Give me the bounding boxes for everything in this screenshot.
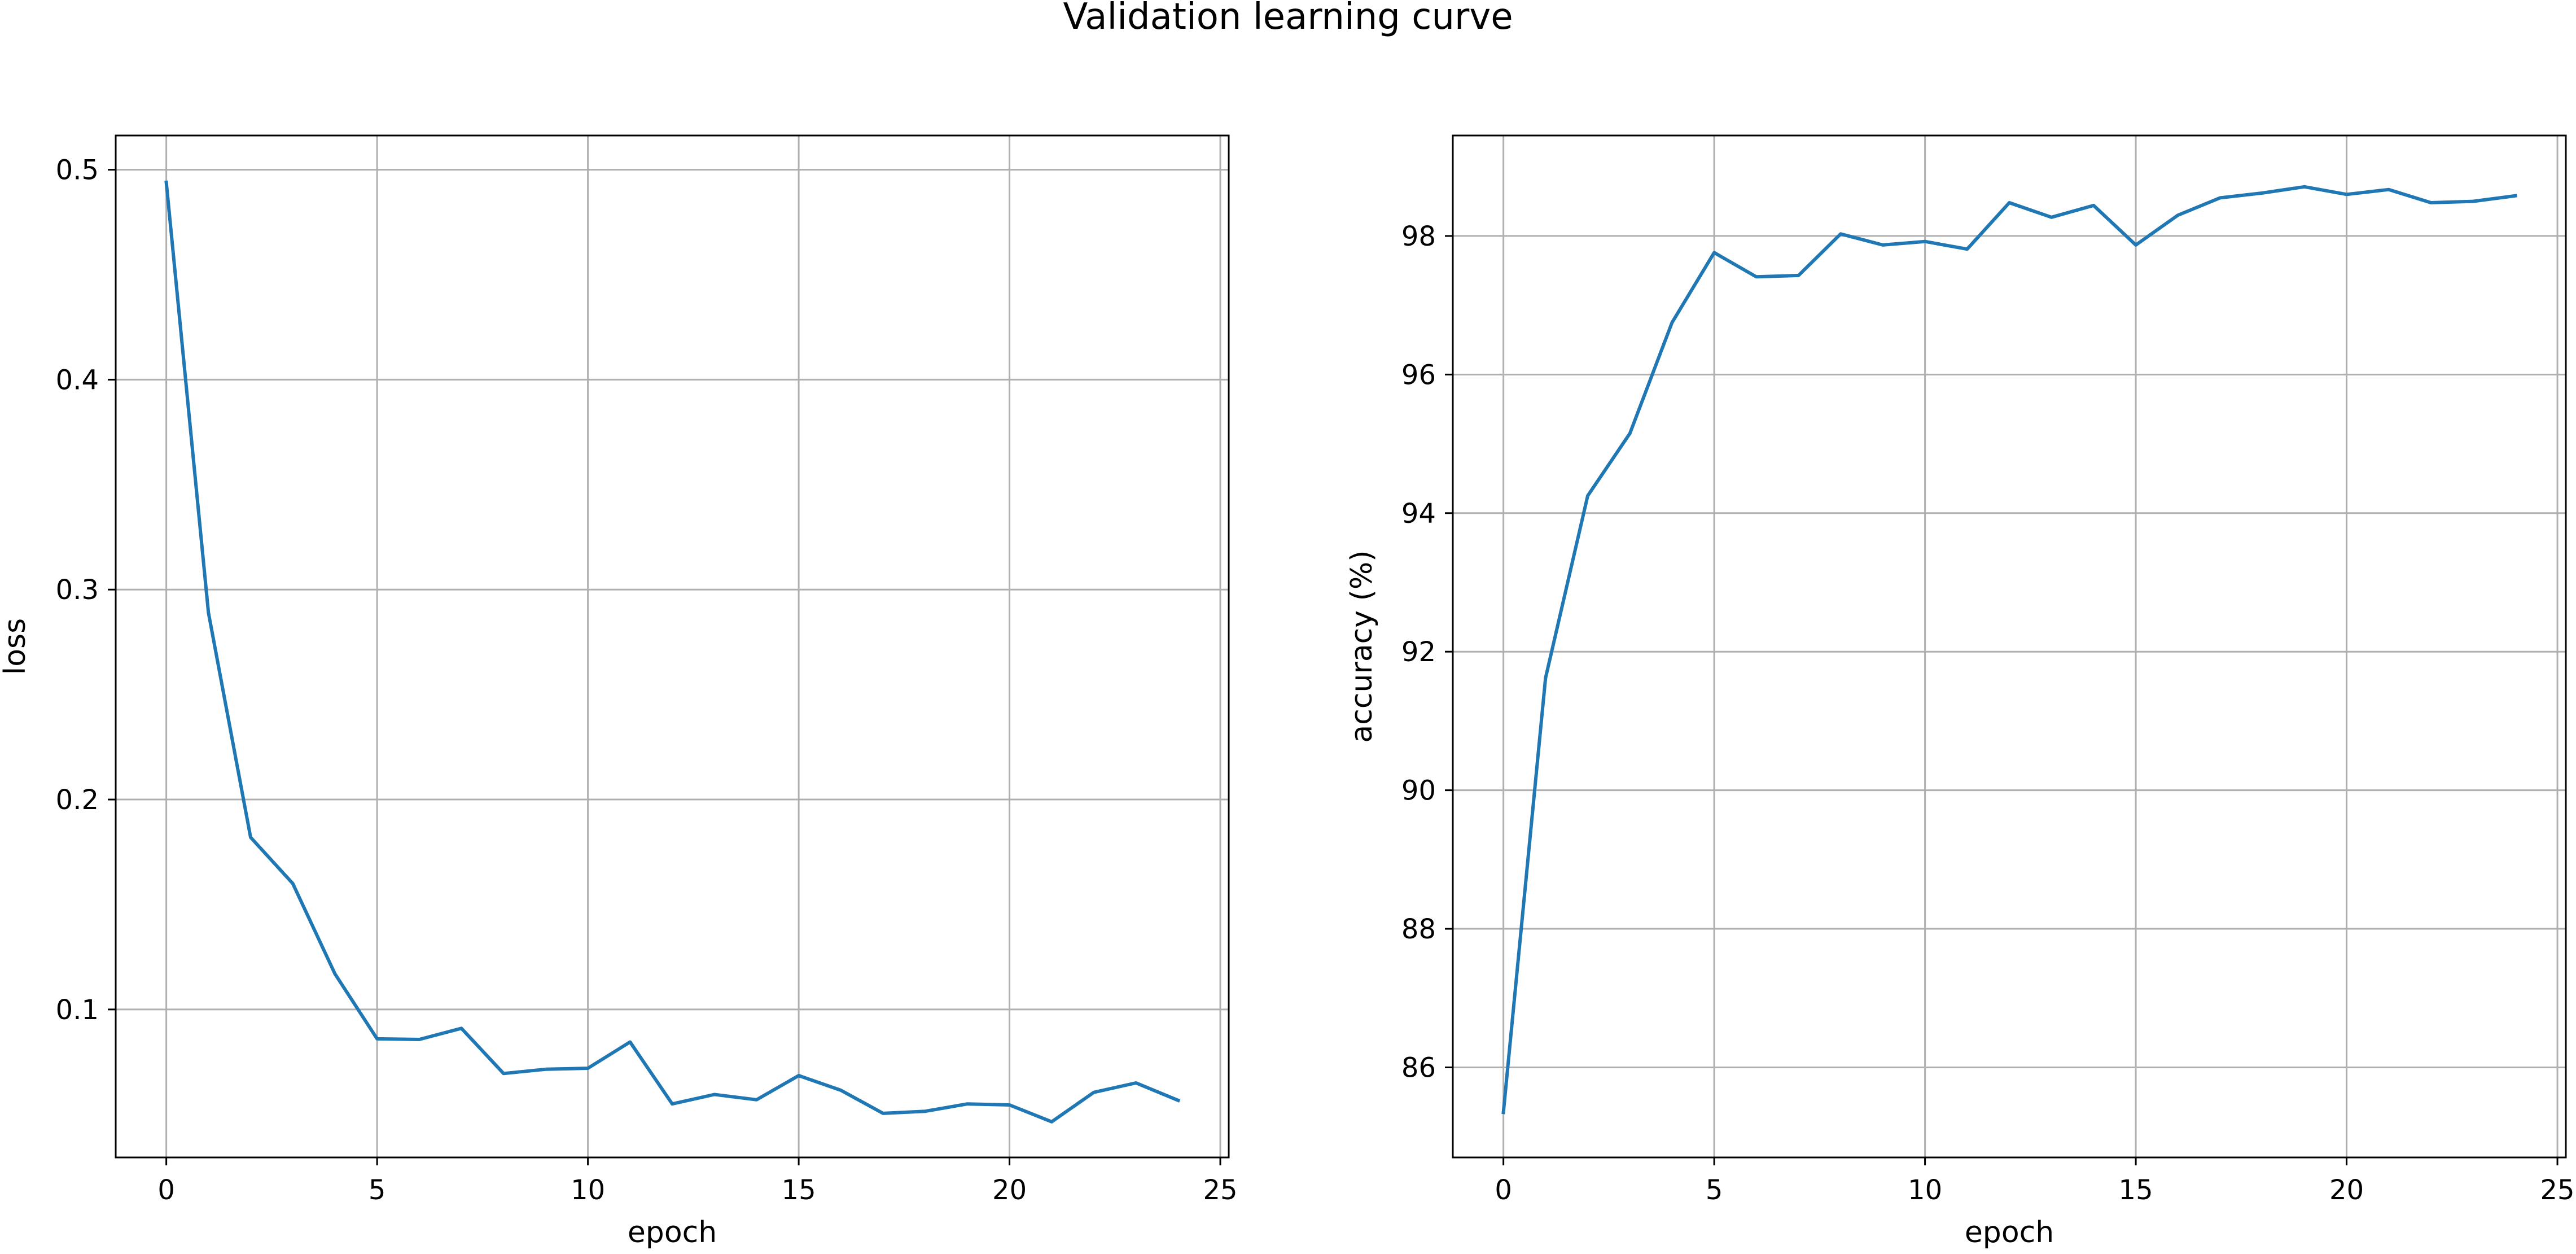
chart-panel-loss: 0 5 10 15 20 25 0.1 0.2 0.3 0.4 0.5 epoch loss (0, 134, 1238, 1249)
x-tick-label: 5 (369, 1174, 386, 1206)
x-tick-label: 0 (1495, 1174, 1512, 1206)
x-tick-label: 5 (1706, 1174, 1723, 1206)
y-tick-label: 94 (1401, 498, 1436, 530)
y-tick-label: 88 (1401, 914, 1436, 945)
y-tick-label: 96 (1401, 359, 1436, 391)
y-tick-label: 0.2 (56, 784, 99, 816)
x-tick-label: 10 (1908, 1174, 1942, 1206)
x-tick-label: 25 (1203, 1174, 1238, 1206)
y-tick-label: 92 (1401, 636, 1436, 668)
y-tick-label: 0.5 (56, 155, 99, 186)
y-tick-label: 0.1 (56, 994, 99, 1026)
series-line (164, 180, 1181, 1124)
y-tick-label: 86 (1401, 1052, 1436, 1083)
y-axis-label: accuracy (%) (1345, 550, 1379, 742)
y-axis-label: loss (0, 618, 32, 675)
x-tick-label: 20 (992, 1174, 1027, 1206)
y-tick-label: 90 (1401, 775, 1436, 807)
x-tick-label: 0 (157, 1174, 175, 1206)
y-tick-label: 0.3 (56, 574, 99, 606)
chart-panel-accuracy: 0 5 10 15 20 25 86 88 90 92 94 96 98 epoch accuracy (%… (1345, 134, 2575, 1249)
x-tick-label: 25 (2540, 1174, 2575, 1206)
figure-title: Validation learning curve (1063, 0, 1513, 38)
x-tick-label: 10 (571, 1174, 605, 1206)
axes-frame (115, 134, 1230, 1159)
axes-frame (1452, 134, 2567, 1159)
series-line (1501, 185, 2517, 1115)
x-axis-label: epoch (1965, 1216, 2054, 1249)
x-tick-label: 15 (2119, 1174, 2153, 1206)
y-tick-label: 98 (1401, 221, 1436, 252)
y-tick-label: 0.4 (56, 364, 99, 396)
x-tick-label: 15 (782, 1174, 816, 1206)
x-tick-label: 20 (2329, 1174, 2364, 1206)
x-axis-label: epoch (628, 1216, 717, 1249)
